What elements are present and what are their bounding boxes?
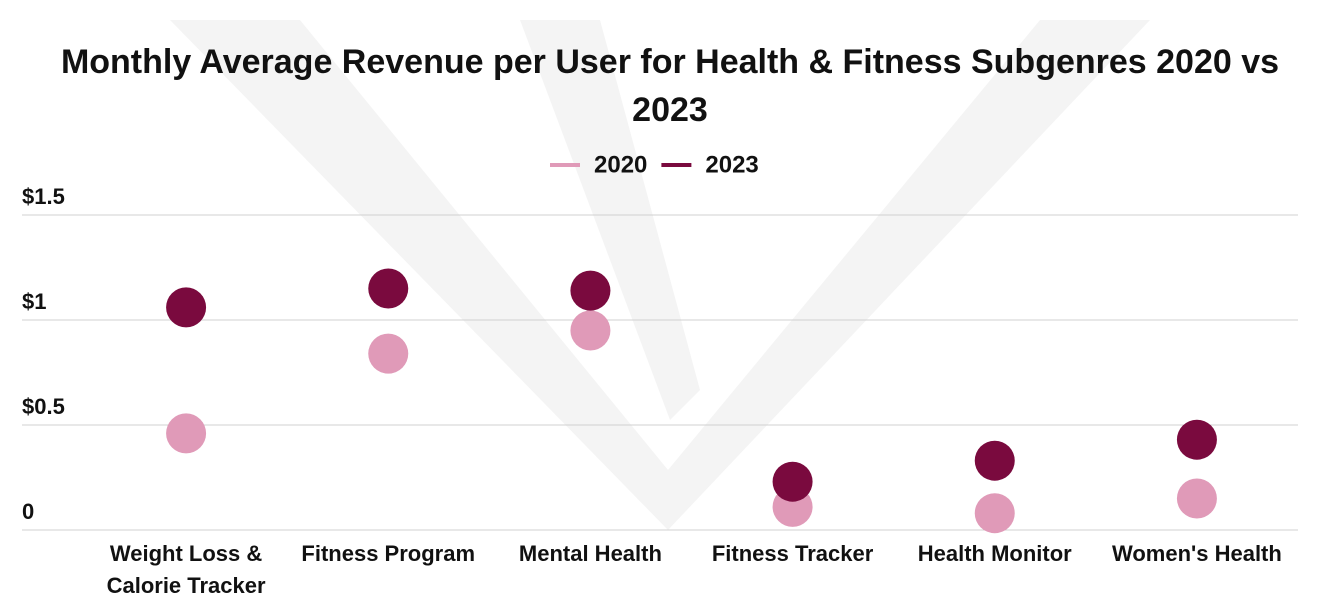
chart-title: Monthly Average Revenue per User for Hea… bbox=[60, 43, 1280, 129]
dot bbox=[974, 440, 1015, 481]
dot bbox=[570, 310, 611, 351]
dot bbox=[974, 493, 1015, 534]
dot bbox=[368, 268, 409, 309]
dot bbox=[368, 333, 409, 374]
dot bbox=[570, 270, 611, 311]
x-tick-label: Health Monitor bbox=[917, 541, 1072, 566]
dot bbox=[772, 461, 813, 502]
x-tick-label: Women's Health bbox=[1111, 541, 1282, 566]
y-tick-label: $1 bbox=[22, 289, 46, 314]
y-tick-label: $0.5 bbox=[22, 394, 65, 419]
x-tick-label: Weight Loss & Calorie Tracker bbox=[106, 541, 266, 598]
x-tick-label: Mental Health bbox=[518, 541, 662, 566]
legend-label: 2023 bbox=[705, 151, 758, 178]
legend-label: 2020 bbox=[594, 151, 647, 178]
dot bbox=[1176, 478, 1217, 519]
x-tick-label: Fitness Program bbox=[301, 541, 476, 566]
dot bbox=[166, 287, 207, 328]
dot bbox=[166, 413, 207, 454]
dot bbox=[1176, 419, 1217, 460]
x-tick-label: Fitness Tracker bbox=[711, 541, 874, 566]
y-tick-label: $1.5 bbox=[22, 184, 65, 209]
y-tick-label: 0 bbox=[22, 499, 34, 524]
